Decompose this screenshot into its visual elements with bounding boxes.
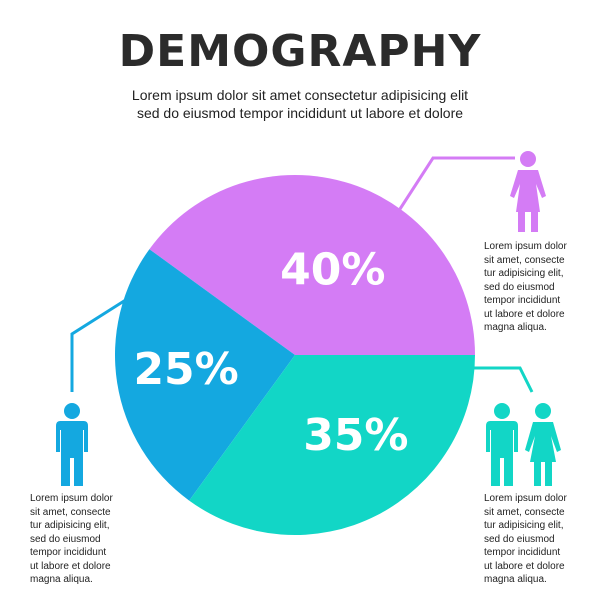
pie: 40% 25% 35% (115, 175, 475, 535)
pie-slice-25 (115, 249, 295, 501)
pie-slice-40 (149, 175, 475, 355)
pie-label-40: 40% (280, 244, 385, 295)
pie-label-35: 35% (303, 410, 408, 461)
description-couple: Lorem ipsum dolor sit amet, consecte tur… (484, 493, 567, 585)
description-female: Lorem ipsum dolor sit amet, consecte tur… (484, 241, 567, 333)
subtitle: Lorem ipsum dolor sit amet consectetur a… (0, 86, 600, 122)
couple-icon (486, 403, 561, 486)
connector-line-male (70, 294, 133, 392)
page-title: DEMOGRAPHY (118, 26, 482, 77)
connector-line-couple (470, 366, 534, 393)
pie-slice-35 (189, 355, 475, 535)
pie-label-25: 25% (133, 344, 238, 395)
description-male: Lorem ipsum dolor sit amet, consecte tur… (30, 493, 113, 585)
subtitle-line-2: sed do eiusmod tempor incididunt ut labo… (136, 105, 464, 121)
connector-line-female (398, 156, 515, 210)
man-icon (56, 403, 88, 486)
subtitle-line-1: Lorem ipsum dolor sit amet consectetur a… (131, 87, 469, 103)
woman-icon (510, 151, 546, 232)
